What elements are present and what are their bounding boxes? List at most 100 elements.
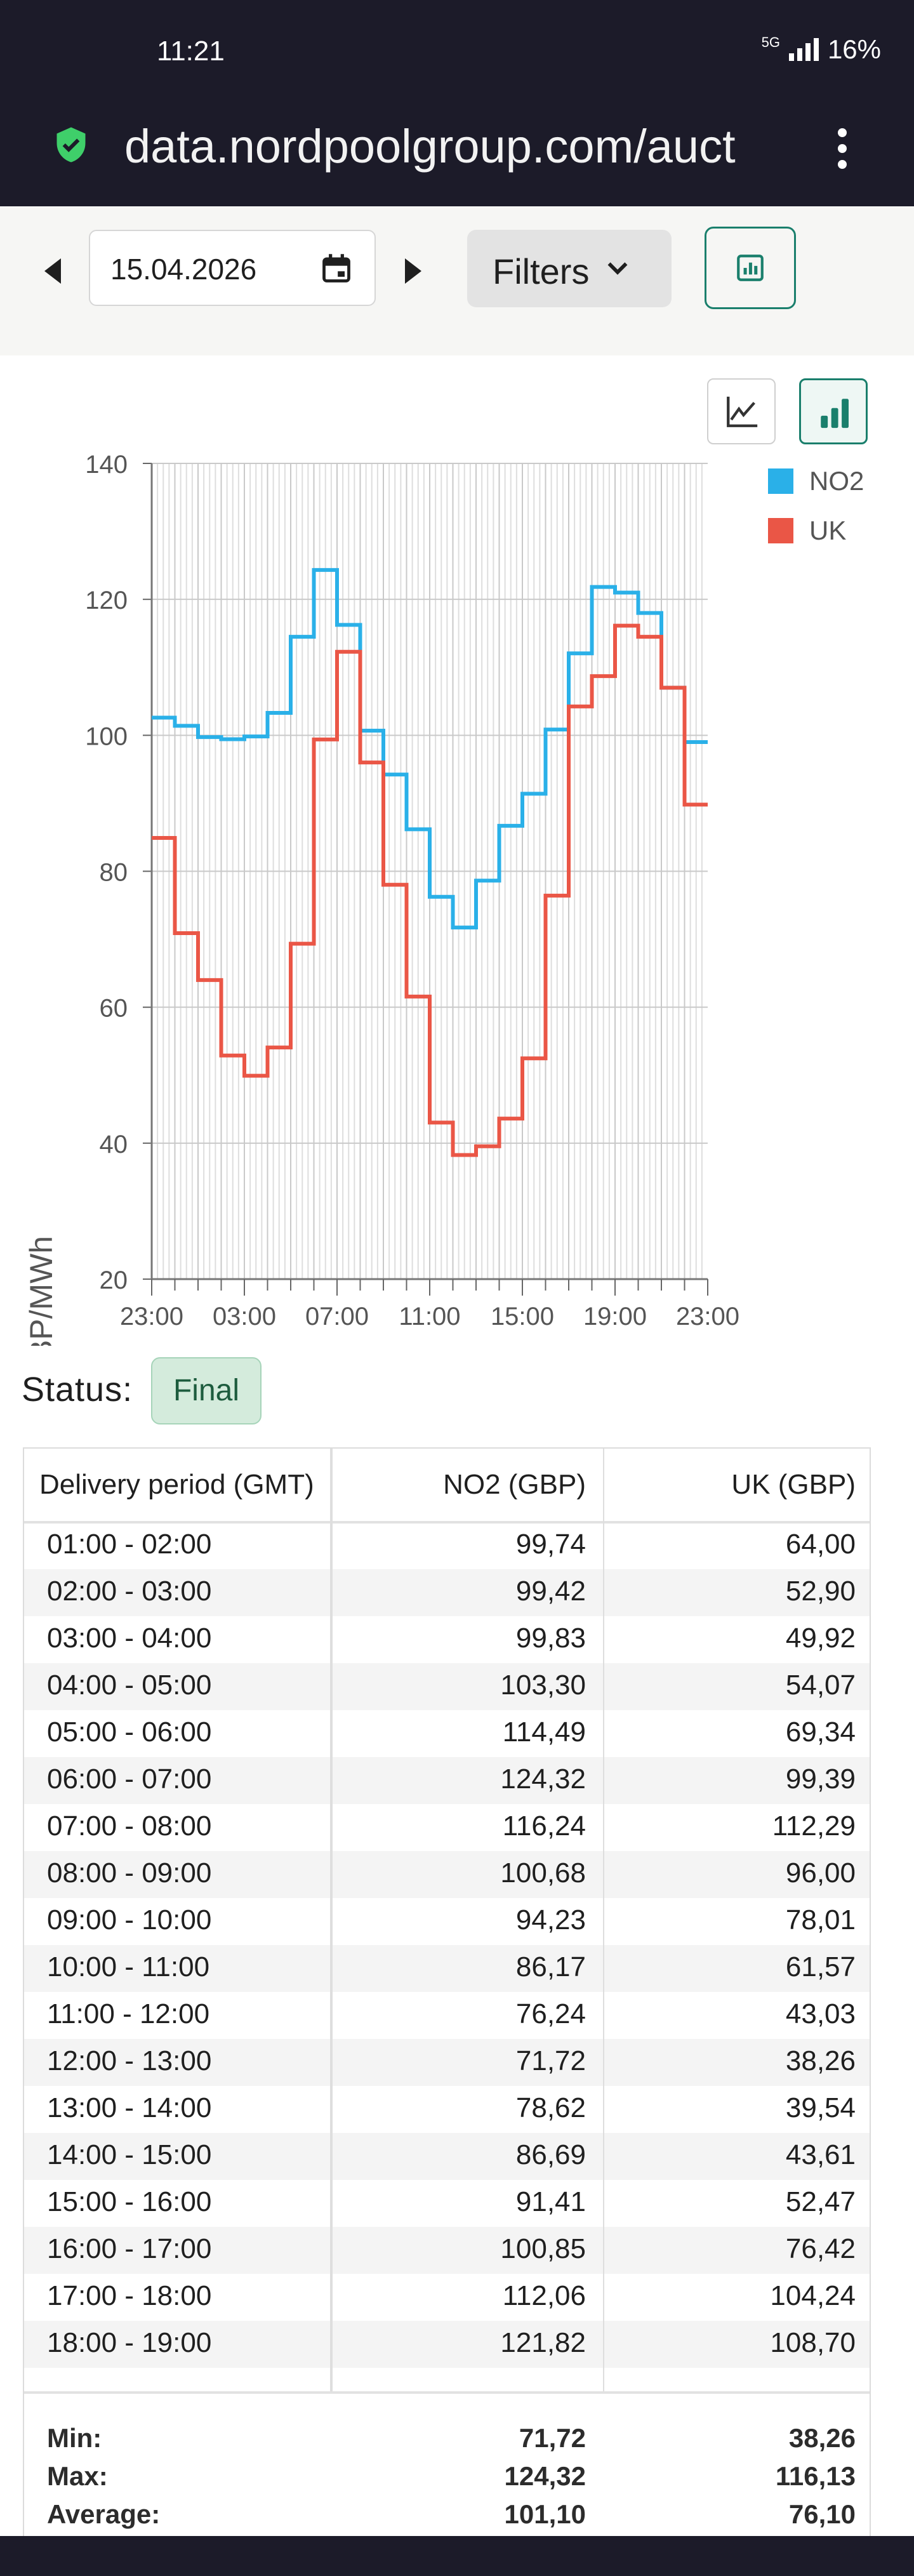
next-day-icon[interactable]	[405, 258, 421, 284]
cell-uk: 39,54	[785, 2092, 856, 2123]
line-chart-icon	[727, 396, 758, 427]
y-axis-label: GBP/MWh	[23, 1236, 59, 1346]
table-row: 10:00 - 11:00 86,17 61,57	[24, 1945, 870, 1992]
calendar-icon[interactable]	[320, 251, 353, 286]
legend-swatch-no2	[768, 468, 793, 494]
bar-chart-toggle[interactable]	[799, 378, 868, 444]
chart-axes: 20 40 60 80 100 120 140 23:00 03:00 07:00 11:00 15:…	[85, 451, 739, 1331]
legend-swatch-uk	[768, 518, 793, 543]
bar-chart-icon	[821, 399, 849, 428]
header-delivery-period[interactable]: Delivery period (GMT)	[39, 1469, 314, 1500]
clock: 11:21	[157, 36, 225, 67]
chart-legend: NO2 UK	[768, 466, 864, 545]
y-tick-label: 40	[100, 1131, 128, 1159]
date-toolbar: 15.04.2026 Filters	[0, 206, 914, 355]
header-uk[interactable]: UK (GBP)	[731, 1469, 856, 1500]
table-row: 09:00 - 10:00 94,23 78,01	[24, 1898, 870, 1945]
cell-period: 02:00 - 03:00	[47, 1576, 212, 1607]
line-chart-toggle[interactable]	[707, 378, 776, 444]
cell-no2: 78,62	[515, 2092, 586, 2123]
cell-period: 06:00 - 07:00	[47, 1763, 212, 1795]
cell-period: 18:00 - 19:00	[47, 2327, 212, 2358]
cell-no2: 94,23	[515, 1904, 586, 1935]
table-row: 01:00 - 02:00 99,74 64,00	[24, 1522, 870, 1569]
cell-no2: 112,06	[502, 2280, 586, 2311]
y-tick-label: 80	[100, 859, 128, 887]
previous-day-icon[interactable]	[44, 258, 61, 284]
x-tick-label: 15:00	[491, 1303, 554, 1331]
price-table[interactable]: Delivery period (GMT) NO2 (GBP) UK (GBP)…	[23, 1447, 871, 2576]
system-status-bar: 11:21 5G 16%	[0, 0, 914, 102]
table-row: 02:00 - 03:00 99,42 52,90	[24, 1569, 870, 1616]
summary-min: Min: 71,72 38,26	[47, 2423, 856, 2453]
status-label: Status:	[22, 1371, 133, 1409]
cell-uk: 108,70	[770, 2327, 856, 2358]
price-chart: 20 40 60 80 100 120 140 23:00 03:00 07:00 11:00 15:…	[23, 451, 864, 1346]
x-tick-label: 23:00	[120, 1303, 183, 1331]
cell-uk: 69,34	[785, 1716, 856, 1748]
table-header: Delivery period (GMT) NO2 (GBP) UK (GBP)	[24, 1449, 870, 1524]
cell-no2: 86,69	[515, 2139, 586, 2170]
cell-uk: 43,61	[785, 2139, 856, 2170]
legend-label-no2: NO2	[809, 466, 864, 496]
cell-no2: 124,32	[500, 1763, 586, 1795]
series-line-uk	[152, 623, 708, 1157]
cell-period: 09:00 - 10:00	[47, 1904, 212, 1935]
table-row: 05:00 - 06:00 114,49 69,34	[24, 1710, 870, 1757]
cell-uk: 49,92	[785, 1623, 856, 1654]
chart-series	[152, 568, 708, 1157]
secure-shield-icon	[56, 127, 86, 163]
cell-period: 13:00 - 14:00	[47, 2092, 212, 2123]
x-tick-label: 23:00	[676, 1303, 739, 1331]
cell-no2: 76,24	[515, 1998, 586, 2029]
cell-period: 08:00 - 09:00	[47, 1857, 212, 1889]
table-row: 04:00 - 05:00 103,30 54,07	[24, 1663, 870, 1710]
y-tick-label: 20	[100, 1266, 128, 1294]
url-text[interactable]: data.nordpoolgroup.com/auct	[124, 120, 736, 173]
cell-no2: 121,82	[500, 2327, 586, 2358]
y-tick-label: 60	[100, 995, 128, 1023]
chart-grid	[152, 463, 708, 1280]
date-input[interactable]: 15.04.2026	[89, 230, 376, 306]
cell-uk: 54,07	[785, 1670, 856, 1701]
x-tick-label: 19:00	[583, 1303, 647, 1331]
chart-view-button[interactable]	[705, 227, 796, 309]
x-tick-label: 07:00	[305, 1303, 369, 1331]
table-row: 07:00 - 08:00 116,24 112,29	[24, 1804, 870, 1851]
report-chart-icon	[737, 255, 764, 281]
battery-level: 16%	[827, 34, 881, 64]
cell-uk: 43,03	[785, 1998, 856, 2029]
date-value: 15.04.2026	[110, 253, 257, 286]
column-divider	[330, 1449, 333, 2391]
cell-uk: 78,01	[785, 1904, 856, 1935]
table-row: 16:00 - 17:00 100,85 76,42	[24, 2227, 870, 2274]
cell-no2: 91,41	[515, 2186, 586, 2217]
cell-uk: 96,00	[785, 1857, 856, 1889]
table-row: 08:00 - 09:00 100,68 96,00	[24, 1851, 870, 1898]
table-row: 14:00 - 15:00 86,69 43,61	[24, 2133, 870, 2180]
cell-uk: 52,90	[785, 1576, 856, 1607]
filters-button[interactable]: Filters	[467, 230, 672, 307]
cell-no2: 99,74	[515, 1529, 586, 1560]
y-tick-label: 140	[85, 451, 128, 479]
cell-no2: 99,42	[515, 1576, 586, 1607]
table-row: 12:00 - 13:00 71,72 38,26	[24, 2039, 870, 2086]
cell-period: 05:00 - 06:00	[47, 1716, 212, 1748]
browser-url-bar[interactable]: data.nordpoolgroup.com/auct	[0, 102, 914, 206]
cell-no2: 100,68	[500, 1857, 586, 1889]
summary-average: Average: 101,10 76,10	[47, 2499, 856, 2529]
cell-period: 12:00 - 13:00	[47, 2045, 212, 2076]
cell-period: 10:00 - 11:00	[47, 1951, 210, 1982]
cell-period: 01:00 - 02:00	[47, 1529, 212, 1560]
header-no2[interactable]: NO2 (GBP)	[443, 1469, 586, 1500]
cell-no2: 114,49	[502, 1716, 586, 1748]
table-row: 11:00 - 12:00 76,24 43,03	[24, 1992, 870, 2039]
cell-period: 03:00 - 04:00	[47, 1623, 212, 1654]
cell-no2: 71,72	[515, 2045, 586, 2076]
more-options-icon[interactable]	[833, 128, 852, 179]
cell-period: 11:00 - 12:00	[47, 1998, 210, 2029]
cell-uk: 99,39	[785, 1763, 856, 1795]
cell-uk: 52,47	[785, 2186, 856, 2217]
cell-period: 15:00 - 16:00	[47, 2186, 212, 2217]
cell-uk: 64,00	[785, 1529, 856, 1560]
